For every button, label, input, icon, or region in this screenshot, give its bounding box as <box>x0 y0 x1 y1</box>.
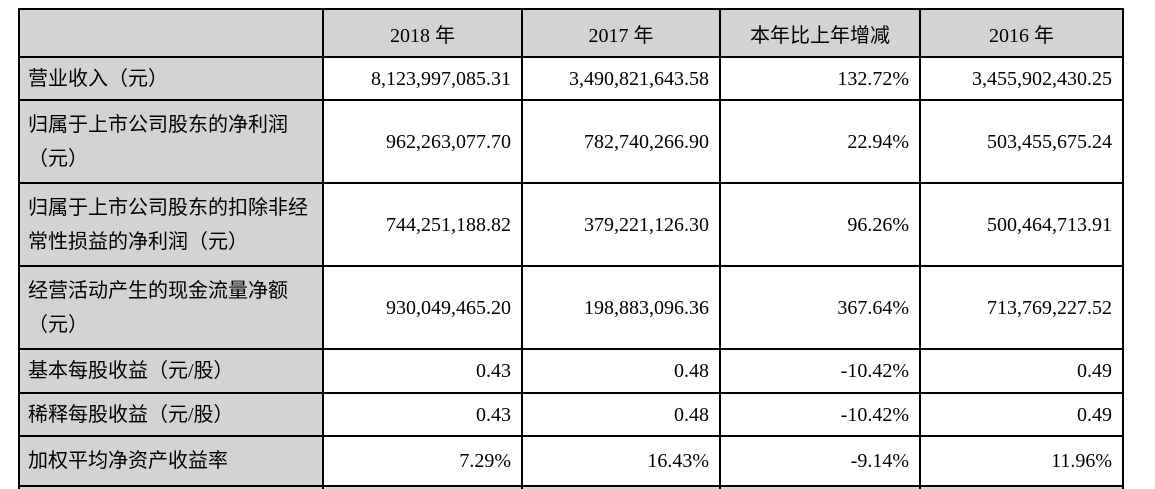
row-value: 782,740,266.90 <box>521 99 721 184</box>
row-value: 379,221,126.30 <box>521 182 721 267</box>
row-value <box>719 485 921 489</box>
table-row-partial <box>18 485 1124 489</box>
row-value: 713,769,227.52 <box>919 265 1124 350</box>
header-cell-yoy-change: 本年比上年增减 <box>719 8 921 58</box>
row-value <box>322 485 523 489</box>
header-row: 2018 年 2017 年 本年比上年增减 2016 年 <box>18 8 1124 58</box>
row-value: 0.43 <box>322 348 523 394</box>
row-value: 7.29% <box>322 435 523 487</box>
row-value: -10.42% <box>719 392 921 437</box>
table-row: 加权平均净资产收益率 7.29% 16.43% -9.14% 11.96% <box>18 435 1124 487</box>
table-row: 经营活动产生的现金流量净额 （元） 930,049,465.20 198,883,0… <box>18 265 1124 350</box>
row-value: 3,490,821,643.58 <box>521 56 721 101</box>
row-value <box>919 485 1124 489</box>
row-value: 367.64% <box>719 265 921 350</box>
row-value: 16.43% <box>521 435 721 487</box>
row-value: 0.48 <box>521 348 721 394</box>
row-label <box>18 485 324 489</box>
financial-summary-table: 2018 年 2017 年 本年比上年增减 2016 年 营业收入（元） 8,12… <box>18 8 1124 489</box>
row-value: -9.14% <box>719 435 921 487</box>
row-value: 0.43 <box>322 392 523 437</box>
table-body: 营业收入（元） 8,123,997,085.31 3,490,821,643.58 1… <box>18 56 1124 489</box>
row-value: 930,049,465.20 <box>322 265 523 350</box>
row-value <box>521 485 721 489</box>
row-value: 0.48 <box>521 392 721 437</box>
row-value: 500,464,713.91 <box>919 182 1124 267</box>
financial-summary-table-container: 2018 年 2017 年 本年比上年增减 2016 年 营业收入（元） 8,12… <box>18 8 1124 489</box>
header-cell-year-2017: 2017 年 <box>521 8 721 58</box>
row-value: 8,123,997,085.31 <box>322 56 523 101</box>
row-value: 503,455,675.24 <box>919 99 1124 184</box>
row-value: -10.42% <box>719 348 921 394</box>
header-cell-year-2018: 2018 年 <box>322 8 523 58</box>
row-value: 132.72% <box>719 56 921 101</box>
table-row: 稀释每股收益（元/股） 0.43 0.48 -10.42% 0.49 <box>18 392 1124 437</box>
row-value: 0.49 <box>919 348 1124 394</box>
table-row: 归属于上市公司股东的净利润 （元） 962,263,077.70 782,740,2… <box>18 99 1124 184</box>
row-value: 3,455,902,430.25 <box>919 56 1124 101</box>
table-row: 营业收入（元） 8,123,997,085.31 3,490,821,643.58 1… <box>18 56 1124 101</box>
row-label: 基本每股收益（元/股） <box>18 348 324 394</box>
row-value: 198,883,096.36 <box>521 265 721 350</box>
row-label: 稀释每股收益（元/股） <box>18 392 324 437</box>
row-value: 962,263,077.70 <box>322 99 523 184</box>
row-value: 22.94% <box>719 99 921 184</box>
header-cell-empty <box>18 8 324 58</box>
row-value: 0.49 <box>919 392 1124 437</box>
row-label: 营业收入（元） <box>18 56 324 101</box>
row-value: 744,251,188.82 <box>322 182 523 267</box>
row-value: 11.96% <box>919 435 1124 487</box>
row-label: 加权平均净资产收益率 <box>18 435 324 487</box>
table-row: 归属于上市公司股东的扣除非经 常性损益的净利润（元） 744,251,188.82… <box>18 182 1124 267</box>
row-label: 归属于上市公司股东的净利润 （元） <box>18 99 324 184</box>
header-cell-year-2016: 2016 年 <box>919 8 1124 58</box>
table-row: 基本每股收益（元/股） 0.43 0.48 -10.42% 0.49 <box>18 348 1124 394</box>
row-value: 96.26% <box>719 182 921 267</box>
row-label: 经营活动产生的现金流量净额 （元） <box>18 265 324 350</box>
row-label: 归属于上市公司股东的扣除非经 常性损益的净利润（元） <box>18 182 324 267</box>
